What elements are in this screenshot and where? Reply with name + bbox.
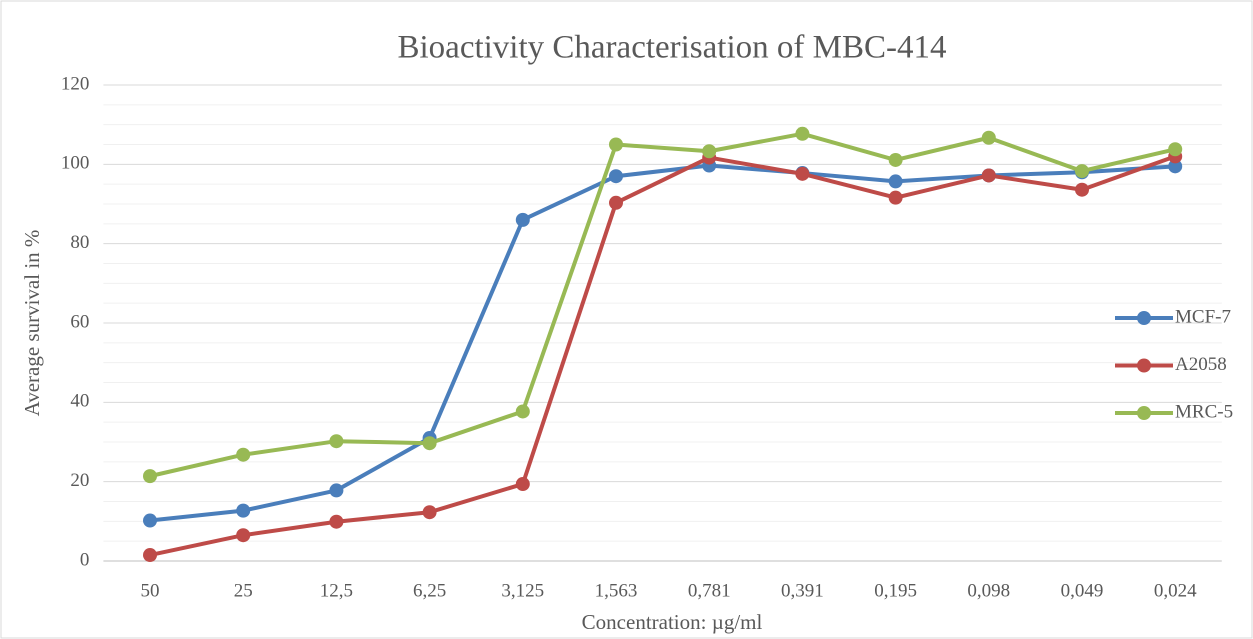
data-point — [702, 144, 717, 159]
data-point — [143, 548, 157, 563]
x-tick-label: 6,25 — [413, 580, 446, 601]
data-point — [329, 434, 344, 449]
data-point — [515, 404, 530, 419]
x-tick-label: 3,125 — [501, 580, 544, 601]
data-point — [609, 137, 623, 152]
y-tick-label: 80 — [70, 232, 89, 253]
data-point — [981, 130, 996, 145]
data-point — [422, 505, 437, 520]
series-line — [149, 131, 1176, 479]
legend-marker — [1137, 358, 1151, 373]
data-point — [422, 436, 437, 451]
series-line — [149, 154, 1176, 558]
data-point — [143, 469, 157, 484]
data-point — [888, 152, 903, 167]
x-tick-label: 0,391 — [781, 580, 824, 601]
y-tick-label: 40 — [70, 391, 89, 412]
legend-label: A2058 — [1175, 354, 1227, 375]
series-line — [149, 163, 1176, 523]
data-point — [143, 513, 157, 528]
data-point — [329, 514, 344, 529]
data-point — [1075, 164, 1089, 179]
data-point — [236, 503, 251, 518]
legend-marker — [1137, 311, 1151, 325]
data-point — [888, 174, 903, 189]
data-point — [236, 447, 251, 462]
chart-title: Bioactivity Characterisation of MBC-414 — [398, 30, 947, 66]
y-tick-label: 60 — [70, 311, 89, 332]
data-point — [981, 168, 996, 183]
x-tick-label: 50 — [141, 580, 160, 601]
legend-label: MCF-7 — [1175, 306, 1231, 327]
y-tick-label: 120 — [61, 73, 90, 94]
x-tick-label: 0,781 — [688, 580, 731, 601]
data-point — [1168, 159, 1183, 174]
x-tick-label: 12,5 — [320, 580, 353, 601]
x-tick-label: 0,098 — [967, 580, 1010, 601]
data-point — [1075, 182, 1089, 197]
data-point — [329, 483, 344, 498]
x-tick-label: 25 — [234, 580, 253, 601]
data-point — [609, 169, 623, 184]
x-tick-label: 0,049 — [1061, 580, 1104, 601]
y-axis-title: Average survival in % — [20, 230, 44, 417]
data-point — [795, 166, 810, 181]
y-tick-label: 0 — [80, 549, 90, 570]
data-point — [236, 528, 251, 543]
data-point — [515, 477, 530, 492]
data-point — [609, 195, 623, 210]
data-point — [1168, 142, 1183, 157]
data-point — [795, 126, 810, 141]
data-point — [888, 190, 903, 205]
x-tick-label: 1,563 — [595, 580, 638, 601]
legend-label: MRC-5 — [1175, 401, 1233, 422]
x-axis-title: Concentration: µg/ml — [582, 610, 763, 634]
y-tick-label: 100 — [61, 153, 90, 174]
y-tick-label: 20 — [70, 470, 89, 491]
x-tick-label: 0,024 — [1154, 580, 1197, 601]
data-point — [515, 212, 530, 227]
x-tick-label: 0,195 — [874, 580, 917, 601]
legend-marker — [1137, 406, 1151, 420]
